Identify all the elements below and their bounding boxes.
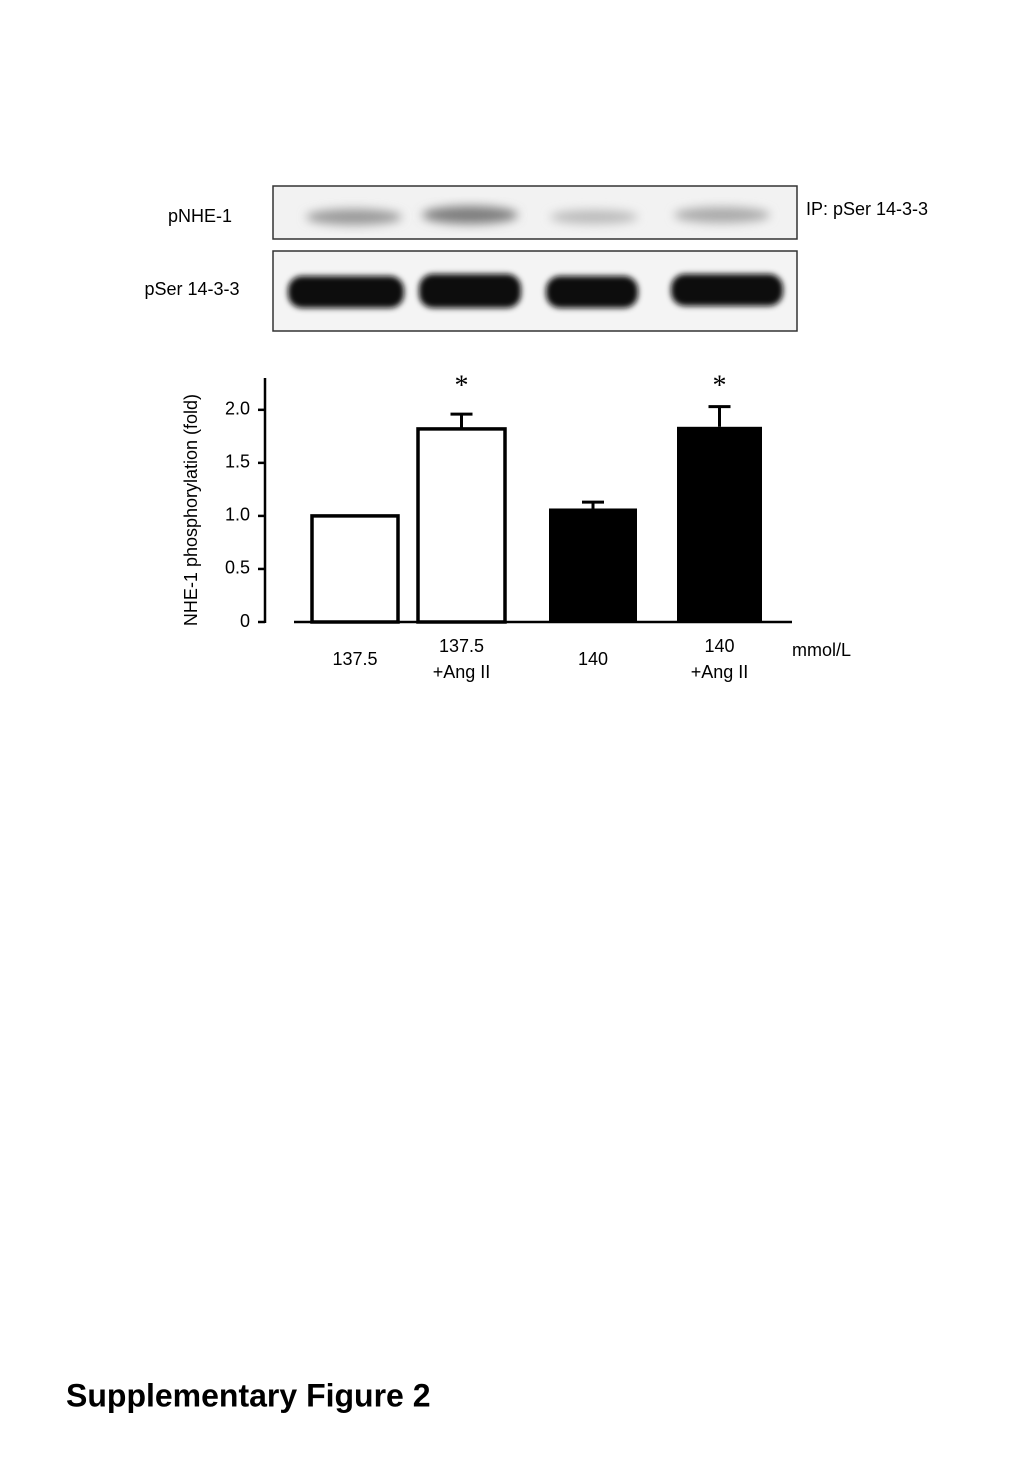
significance-mark: * [455, 370, 469, 401]
x-tick-label: 137.5 [332, 649, 377, 669]
y-tick-label: 1.5 [225, 452, 250, 472]
y-tick-label: 0 [240, 611, 250, 631]
y-axis-label: NHE-1 phosphorylation (fold) [181, 394, 201, 626]
blot-row-label: pNHE-1 [168, 206, 232, 226]
x-unit-label: mmol/L [792, 640, 851, 660]
bar [677, 426, 762, 622]
x-tick-label: 140 [704, 636, 734, 656]
blot-bands [306, 206, 770, 225]
bar [416, 427, 507, 624]
y-tick-label: 0.5 [225, 558, 250, 578]
blot-bands [288, 274, 783, 308]
blot: pNHE-1 pSer 14-3-3 IP: pSer 14-3-3 [144, 185, 928, 332]
caption: Supplementary Figure 2 [66, 1377, 431, 1413]
bar [310, 514, 400, 624]
bar [549, 508, 637, 622]
x-tick-label: 140 [578, 649, 608, 669]
blot-row-label: pSer 14-3-3 [144, 279, 239, 299]
significance-mark: * [713, 370, 727, 401]
x-tick-label: +Ang II [691, 662, 749, 682]
y-tick-label: 1.0 [225, 505, 250, 525]
x-tick-label: +Ang II [433, 662, 491, 682]
x-tick-label: 137.5 [439, 636, 484, 656]
blot-note: IP: pSer 14-3-3 [806, 199, 928, 219]
y-tick-label: 2.0 [225, 399, 250, 419]
